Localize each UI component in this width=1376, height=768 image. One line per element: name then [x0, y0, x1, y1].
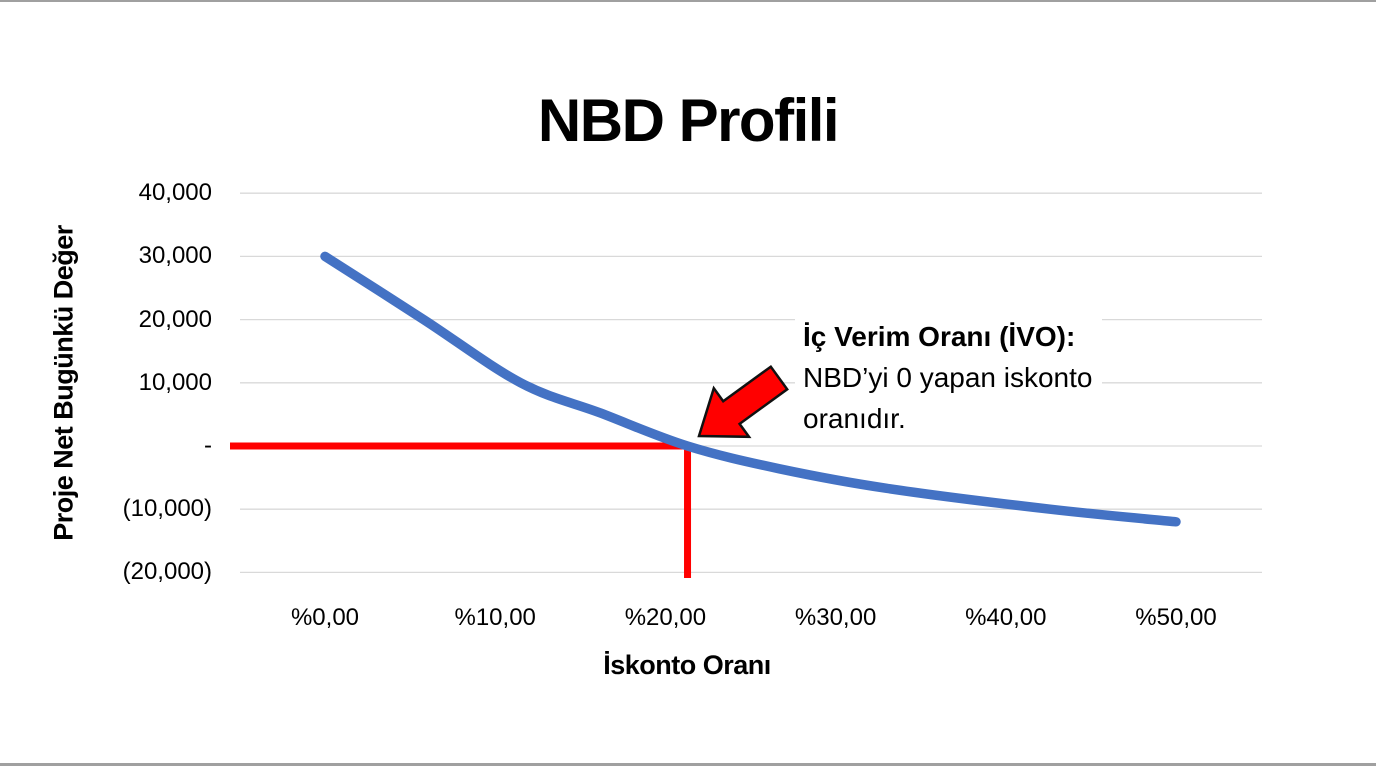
chart-title: NBD Profili — [537, 87, 840, 154]
irr-annotation-line: NBD’yi 0 yapan iskonto — [803, 362, 1093, 393]
irr-annotation: İç Verim Oranı (İVO): NBD’yi 0 yapan isk… — [795, 314, 1103, 443]
irr-annotation-heading: İç Verim Oranı (İVO): — [803, 321, 1076, 352]
slide-top-edge — [0, 0, 1376, 2]
slide-bottom-edge — [0, 763, 1376, 766]
x-axis-title: İskonto Oranı — [603, 650, 771, 680]
irr-annotation-line: oranıdır. — [803, 403, 906, 434]
npv-curve — [320, 251, 1181, 527]
irr-arrow-icon — [697, 364, 789, 439]
